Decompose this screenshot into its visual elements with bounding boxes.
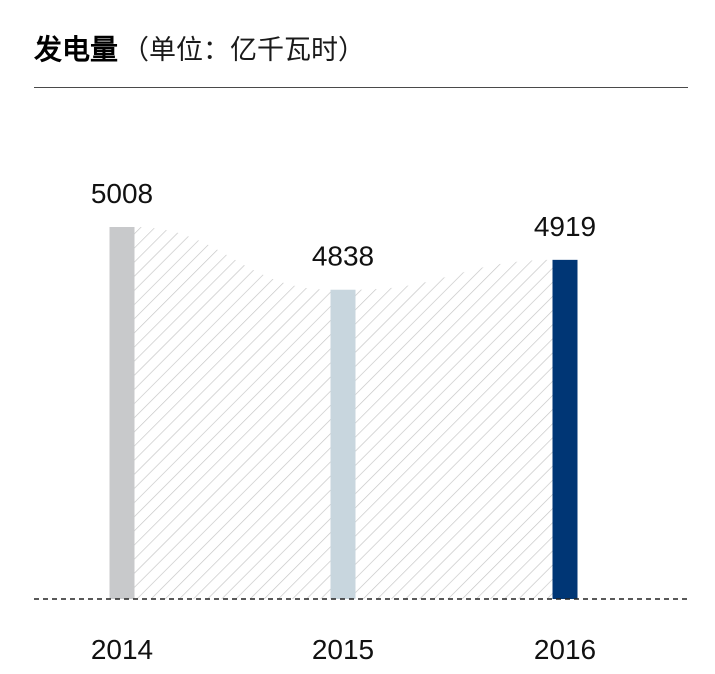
connector-area-group	[134, 227, 553, 599]
value-label-group: 5008 4838 4919	[91, 178, 596, 272]
value-label-2016: 4919	[534, 211, 596, 242]
connector-area-2014-2015	[134, 227, 331, 599]
x-tick-label-2014: 2014	[91, 634, 153, 665]
bar-2016	[552, 259, 578, 599]
value-label-2015: 4838	[312, 241, 374, 272]
x-tick-label-group: 2014 2015 2016	[91, 634, 596, 665]
chart-header: 发电量 （单位：亿千瓦时）	[34, 28, 365, 76]
x-tick-label-2015: 2015	[312, 634, 374, 665]
x-tick-label-2016: 2016	[534, 634, 596, 665]
connector-area-2015-2016	[355, 259, 553, 599]
header-divider	[34, 87, 688, 88]
bar-group	[109, 227, 578, 599]
chart-title: 发电量	[34, 33, 119, 66]
chart-unit-label: （单位：亿千瓦时）	[122, 35, 366, 66]
bar-2015	[330, 289, 356, 599]
value-label-2014: 5008	[91, 178, 153, 209]
bar-2014	[109, 227, 135, 599]
